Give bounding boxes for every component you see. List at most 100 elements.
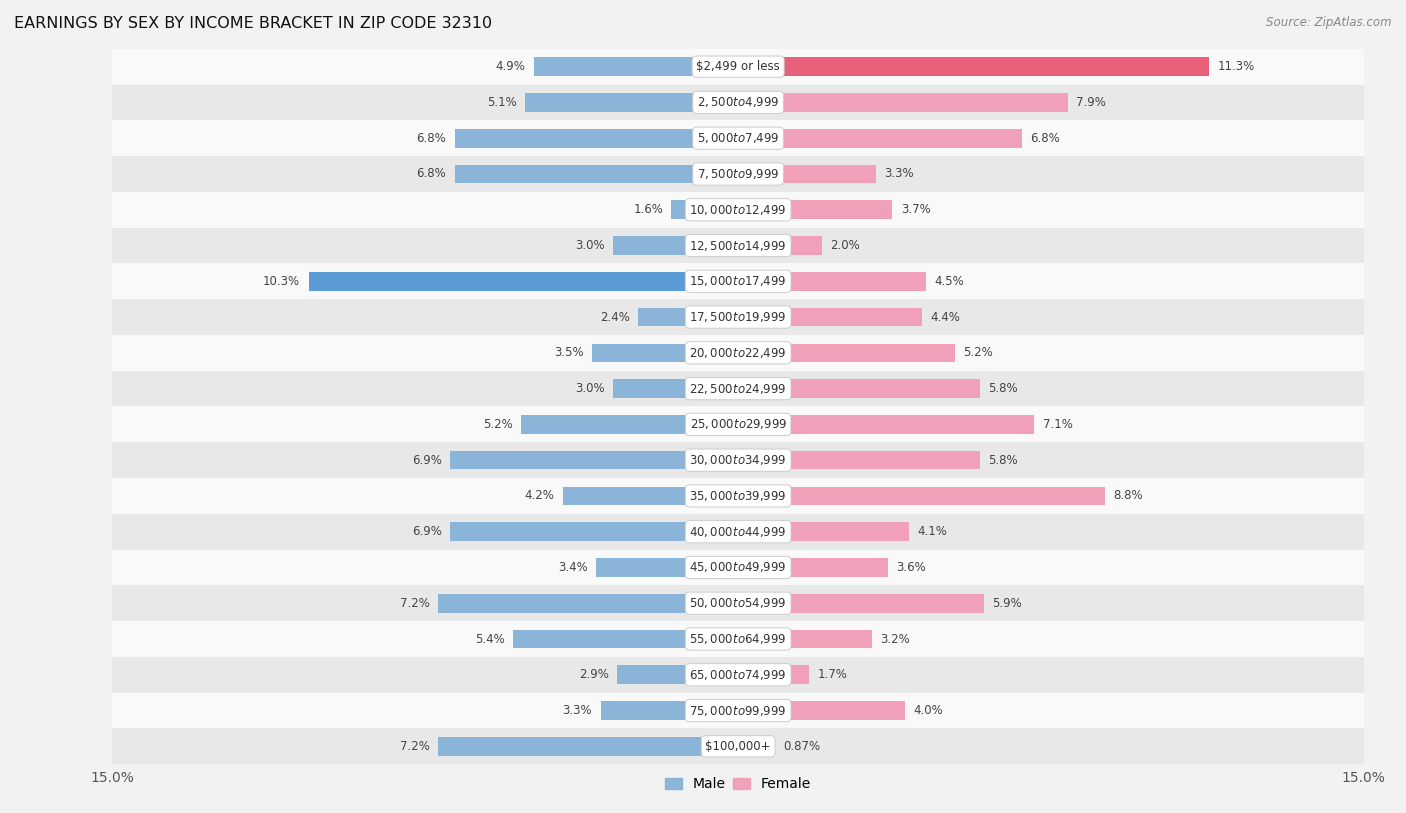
Text: 7.2%: 7.2% [399,740,429,753]
Bar [738,702,905,720]
Text: 4.5%: 4.5% [934,275,965,288]
Bar [112,406,1364,442]
Text: 6.8%: 6.8% [1031,132,1060,145]
Text: 3.4%: 3.4% [558,561,588,574]
Text: $7,500 to $9,999: $7,500 to $9,999 [697,167,779,181]
Bar [112,657,1364,693]
Text: 4.1%: 4.1% [918,525,948,538]
Bar [112,371,1364,406]
Bar [738,594,984,612]
Bar [112,156,1364,192]
Bar [738,666,808,684]
Text: 2.4%: 2.4% [600,311,630,324]
Text: $20,000 to $22,499: $20,000 to $22,499 [689,346,787,360]
Bar [112,693,1364,728]
Bar [112,228,1364,263]
Text: $12,500 to $14,999: $12,500 to $14,999 [689,238,787,253]
Bar [112,85,1364,120]
Text: $55,000 to $64,999: $55,000 to $64,999 [689,632,787,646]
Bar [112,585,1364,621]
Bar [112,621,1364,657]
Text: 5.1%: 5.1% [488,96,517,109]
Text: 3.3%: 3.3% [562,704,592,717]
Bar [738,58,1209,76]
Text: 5.2%: 5.2% [963,346,993,359]
Text: $40,000 to $44,999: $40,000 to $44,999 [689,524,787,539]
Text: $10,000 to $12,499: $10,000 to $12,499 [689,202,787,217]
Bar [112,478,1364,514]
Text: 8.8%: 8.8% [1114,489,1143,502]
Bar [738,272,925,290]
Text: 7.9%: 7.9% [1076,96,1107,109]
Bar [672,201,738,219]
Text: 3.3%: 3.3% [884,167,914,180]
Text: 4.2%: 4.2% [524,489,554,502]
Bar [613,380,738,398]
Text: 4.0%: 4.0% [914,704,943,717]
Bar [596,559,738,576]
Bar [738,737,775,755]
Text: 6.8%: 6.8% [416,132,446,145]
Bar [308,272,738,290]
Text: 3.5%: 3.5% [554,346,583,359]
Legend: Male, Female: Male, Female [659,772,817,797]
Text: 3.0%: 3.0% [575,382,605,395]
Bar [738,487,1105,505]
Text: $2,499 or less: $2,499 or less [696,60,780,73]
Text: 7.1%: 7.1% [1043,418,1073,431]
Text: 6.8%: 6.8% [416,167,446,180]
Bar [112,120,1364,156]
Text: 3.0%: 3.0% [575,239,605,252]
Bar [437,737,738,755]
Bar [112,192,1364,228]
Text: $50,000 to $54,999: $50,000 to $54,999 [689,596,787,611]
Text: 1.6%: 1.6% [633,203,664,216]
Bar [617,666,738,684]
Text: 5.8%: 5.8% [988,382,1018,395]
Bar [522,415,738,433]
Bar [450,523,738,541]
Bar [738,93,1067,111]
Text: $2,500 to $4,999: $2,500 to $4,999 [697,95,779,110]
Text: $25,000 to $29,999: $25,000 to $29,999 [689,417,787,432]
Bar [513,630,738,648]
Text: 0.87%: 0.87% [783,740,820,753]
Bar [454,165,738,183]
Bar [738,523,910,541]
Text: 4.9%: 4.9% [495,60,526,73]
Bar [112,728,1364,764]
Bar [738,415,1035,433]
Text: 3.7%: 3.7% [901,203,931,216]
Text: 2.0%: 2.0% [830,239,859,252]
Text: $75,000 to $99,999: $75,000 to $99,999 [689,703,787,718]
Bar [450,451,738,469]
Text: 5.9%: 5.9% [993,597,1022,610]
Bar [592,344,738,362]
Text: EARNINGS BY SEX BY INCOME BRACKET IN ZIP CODE 32310: EARNINGS BY SEX BY INCOME BRACKET IN ZIP… [14,16,492,31]
Text: Source: ZipAtlas.com: Source: ZipAtlas.com [1267,16,1392,29]
Bar [112,550,1364,585]
Text: 10.3%: 10.3% [263,275,301,288]
Bar [738,237,821,254]
Bar [638,308,738,326]
Bar [437,594,738,612]
Text: 2.9%: 2.9% [579,668,609,681]
Bar [738,165,876,183]
Bar [112,514,1364,550]
Bar [112,335,1364,371]
Text: $17,500 to $19,999: $17,500 to $19,999 [689,310,787,324]
Bar [562,487,738,505]
Bar [738,129,1022,147]
Text: 1.7%: 1.7% [817,668,848,681]
Text: 4.4%: 4.4% [929,311,960,324]
Text: 6.9%: 6.9% [412,525,441,538]
Bar [112,49,1364,85]
Bar [534,58,738,76]
Text: 3.6%: 3.6% [897,561,927,574]
Text: 6.9%: 6.9% [412,454,441,467]
Text: $35,000 to $39,999: $35,000 to $39,999 [689,489,787,503]
Text: $65,000 to $74,999: $65,000 to $74,999 [689,667,787,682]
Bar [526,93,738,111]
Text: 5.2%: 5.2% [484,418,513,431]
Text: $45,000 to $49,999: $45,000 to $49,999 [689,560,787,575]
